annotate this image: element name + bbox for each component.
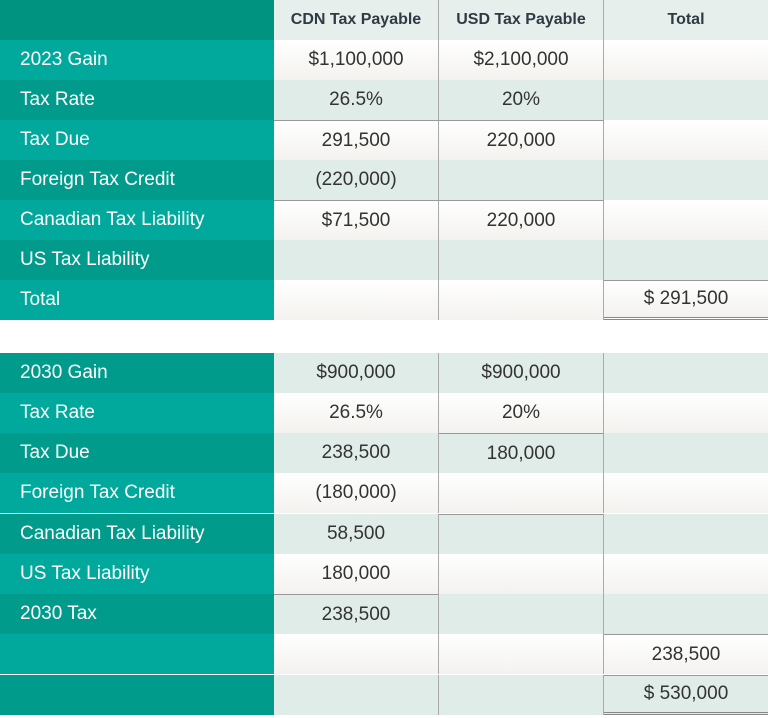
usd-value: 220,000: [439, 200, 604, 240]
cdn-value: $71,500: [274, 200, 439, 240]
row-label: Tax Rate: [0, 80, 274, 120]
row-label: Foreign Tax Credit: [0, 160, 274, 200]
header-row: CDN Tax Payable USD Tax Payable Total: [0, 0, 768, 40]
cdn-value: (220,000): [274, 160, 439, 200]
total-value: [604, 594, 768, 634]
usd-value: 20%: [439, 393, 604, 433]
usd-value: 220,000: [439, 120, 604, 160]
cdn-value: 291,500: [274, 120, 439, 160]
total-value: [604, 120, 768, 160]
row-label: 2023 Gain: [0, 40, 274, 80]
cdn-value: [274, 280, 439, 320]
row-label: US Tax Liability: [0, 240, 274, 280]
cdn-value: [274, 634, 439, 674]
total-value: [604, 40, 768, 80]
total-value: 238,500: [604, 634, 768, 674]
usd-value: [439, 634, 604, 674]
row-label: US Tax Liability: [0, 554, 274, 594]
table-row: Canadian Tax Liability 58,500: [0, 514, 768, 554]
total-value: [604, 393, 768, 433]
header-blank: [0, 0, 274, 40]
row-label: 2030 Gain: [0, 353, 274, 393]
total-value: [604, 80, 768, 120]
table-row: Tax Rate 26.5% 20%: [0, 393, 768, 433]
total-value: [604, 240, 768, 280]
cdn-value: 238,500: [274, 594, 439, 634]
row-label: 2030 Tax: [0, 594, 274, 634]
header-total: Total: [604, 0, 768, 40]
table-row: 2023 Gain $1,100,000 $2,100,000: [0, 40, 768, 80]
total-value: $ 530,000: [604, 675, 768, 715]
usd-value: 20%: [439, 80, 604, 120]
table-row: Tax Due 238,500 180,000: [0, 433, 768, 473]
usd-value: $900,000: [439, 353, 604, 393]
table-row: $ 530,000: [0, 675, 768, 715]
total-value: [604, 353, 768, 393]
cdn-value: 58,500: [274, 514, 439, 554]
cdn-value: 26.5%: [274, 393, 439, 433]
cdn-value: [274, 240, 439, 280]
table-row: US Tax Liability 180,000: [0, 554, 768, 594]
row-label: Canadian Tax Liability: [0, 200, 274, 240]
total-value: [604, 473, 768, 513]
usd-value: [439, 675, 604, 715]
table-row: 238,500: [0, 634, 768, 674]
total-value: [604, 160, 768, 200]
usd-value: [439, 473, 604, 513]
table-row: 2030 Gain $900,000 $900,000: [0, 353, 768, 393]
usd-value: 180,000: [439, 433, 604, 473]
table-row: Foreign Tax Credit (180,000): [0, 473, 768, 513]
table-row: 2030 Tax 238,500: [0, 594, 768, 634]
row-label: Foreign Tax Credit: [0, 473, 274, 513]
table-row: US Tax Liability: [0, 240, 768, 280]
usd-value: [439, 280, 604, 320]
usd-value: $2,100,000: [439, 40, 604, 80]
table-row: Canadian Tax Liability $71,500 220,000: [0, 200, 768, 240]
table-row: Foreign Tax Credit (220,000): [0, 160, 768, 200]
header-cdn: CDN Tax Payable: [274, 0, 439, 40]
usd-value: [439, 240, 604, 280]
total-value: [604, 200, 768, 240]
cdn-value: $900,000: [274, 353, 439, 393]
total-value: [604, 433, 768, 473]
usd-value: [439, 514, 604, 554]
table-row: Tax Due 291,500 220,000: [0, 120, 768, 160]
cdn-value: $1,100,000: [274, 40, 439, 80]
row-label: Tax Rate: [0, 393, 274, 433]
row-label: [0, 675, 274, 715]
cdn-value: [274, 675, 439, 715]
usd-value: [439, 160, 604, 200]
cdn-value: (180,000): [274, 473, 439, 513]
usd-value: [439, 554, 604, 594]
row-label: Total: [0, 280, 274, 320]
row-label: Canadian Tax Liability: [0, 514, 274, 554]
usd-value: [439, 594, 604, 634]
header-usd: USD Tax Payable: [439, 0, 604, 40]
cdn-value: 180,000: [274, 554, 439, 594]
total-value: $ 291,500: [604, 280, 768, 320]
row-label: Tax Due: [0, 433, 274, 473]
row-label: [0, 634, 274, 674]
table-row: Tax Rate 26.5% 20%: [0, 80, 768, 120]
table-row: Total $ 291,500: [0, 280, 768, 320]
total-value: [604, 554, 768, 594]
row-label: Tax Due: [0, 120, 274, 160]
cdn-value: 238,500: [274, 433, 439, 473]
cdn-value: 26.5%: [274, 80, 439, 120]
total-value: [604, 514, 768, 554]
